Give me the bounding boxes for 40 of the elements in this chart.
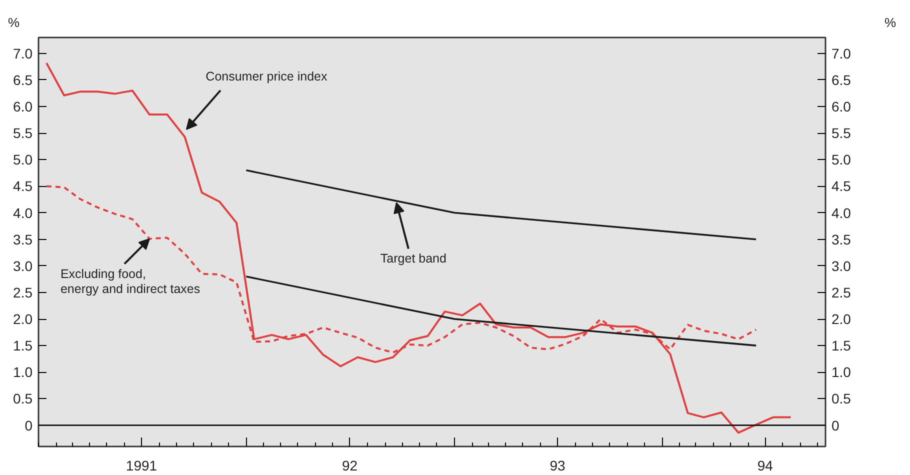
y-tick-label: 5.5 (13, 125, 33, 142)
y-tick-label: 2.0 (13, 311, 33, 328)
line-series (45, 62, 792, 434)
x-tick-label: 94 (757, 458, 774, 474)
y2-tick-label: 3.0 (832, 258, 852, 274)
y2-tick-label: 6.0 (832, 98, 852, 115)
x-tick-label: 93 (550, 458, 566, 474)
y2-tick-label: 6.5 (832, 72, 852, 88)
y-tick-label: 5.0 (13, 152, 33, 168)
y-tick-label: 0 (24, 417, 33, 434)
y2-tick-label: 2.0 (832, 311, 852, 328)
y-tick-label: 1.0 (13, 364, 33, 380)
y-tick-label: 0.5 (13, 390, 33, 407)
y2-tick-label: 2.5 (832, 284, 852, 300)
y-tick-label: 2.5 (13, 284, 33, 300)
y-tick-label: 6.5 (13, 72, 33, 88)
y2-tick-label: 5.5 (832, 125, 852, 142)
annotation: Excluding food, energy and indirect taxes (60, 266, 200, 296)
y2-tick-label: 3.5 (832, 231, 852, 248)
x-tick-label: 1991 (126, 458, 158, 474)
y-tick-label: 3.0 (13, 258, 33, 274)
y2-tick-label: 0.5 (832, 390, 852, 407)
y2-axis-title: % (884, 14, 896, 32)
y-axis-title: % (8, 14, 20, 32)
annotation: Consumer price index (206, 69, 328, 84)
y-tick-label: 4.0 (13, 204, 33, 221)
y-tick-label: 7.0 (13, 45, 33, 62)
y2-tick-label: 1.0 (832, 364, 852, 380)
annotation: Target band (380, 252, 446, 266)
x-tick-label: 92 (342, 458, 358, 474)
y2-tick-label: 4.5 (832, 178, 852, 194)
y2-tick-label: 0 (832, 417, 840, 434)
y2-tick-label: 4.0 (832, 204, 852, 221)
y-tick-label: 4.5 (13, 178, 33, 194)
y-tick-label: 3.5 (13, 231, 33, 248)
y-tick-label: 1.5 (13, 338, 33, 354)
y2-tick-label: 5.0 (832, 152, 852, 168)
y2-tick-label: 1.5 (832, 338, 852, 354)
y-tick-label: 6.0 (13, 98, 33, 115)
y2-tick-label: 7.0 (832, 45, 852, 62)
